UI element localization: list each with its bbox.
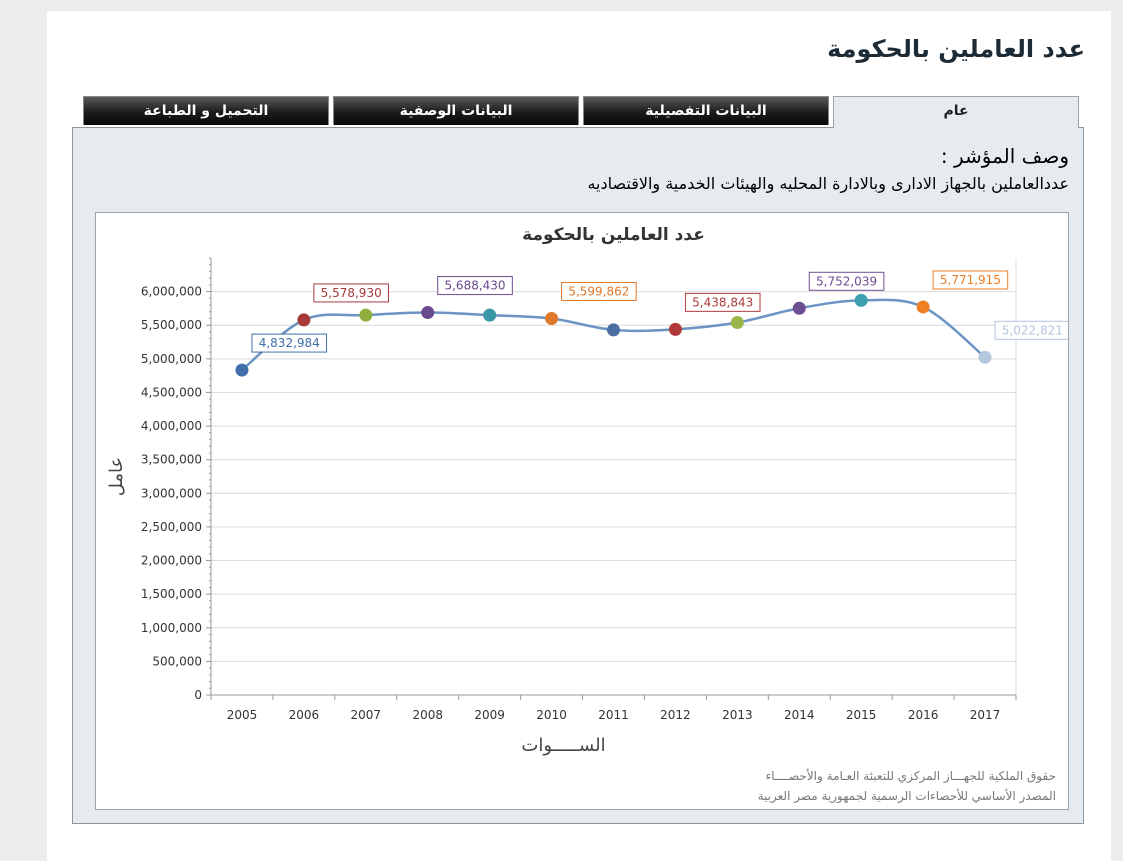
y-tick-label: 1,500,000 <box>141 587 202 601</box>
data-label: 5,688,430 <box>444 279 505 293</box>
x-tick-label: 2007 <box>351 708 382 722</box>
x-tick-label: 2015 <box>846 708 877 722</box>
x-axis-label: الســـــوات <box>521 735 605 756</box>
x-tick-label: 2010 <box>536 708 567 722</box>
x-tick-label: 2011 <box>598 708 629 722</box>
data-label-box <box>313 283 389 303</box>
data-point <box>854 293 868 307</box>
y-tick-label: 0 <box>194 688 202 702</box>
data-label-box <box>561 282 637 302</box>
data-point <box>545 312 559 326</box>
data-label: 5,022,821 <box>1002 323 1063 337</box>
chart-container: عدد العاملين بالحكومة 0 500,000 1,000,000 1,… <box>95 212 1069 810</box>
tab-panel: وصف المؤشر : عددالعاملين بالجهاز الادارى… <box>72 127 1084 824</box>
tab-general[interactable]: عام <box>833 96 1079 128</box>
x-tick-label: 2017 <box>970 708 1001 722</box>
page-content: عدد العاملين بالحكومة عام البيانات التفص… <box>47 11 1111 861</box>
data-label-box <box>684 292 761 312</box>
y-tick-label: 5,000,000 <box>141 352 202 366</box>
x-tick-label: 2006 <box>289 708 320 722</box>
tab-detailed-data[interactable]: البيانات التفصيلية <box>583 96 829 125</box>
y-tick-label: 2,000,000 <box>141 554 202 568</box>
data-point <box>421 306 435 320</box>
y-tick-label: 4,000,000 <box>141 419 202 433</box>
tab-bar: عام البيانات التفصيلية البيانات الوصفية … <box>78 96 1079 128</box>
x-tick-label: 2016 <box>908 708 939 722</box>
x-tick-label: 2014 <box>784 708 815 722</box>
x-tick-label: 2005 <box>227 708 258 722</box>
data-point <box>235 363 249 377</box>
line-chart: عدد العاملين بالحكومة 0 500,000 1,000,000 1,… <box>106 225 1068 756</box>
x-tick-label: 2009 <box>474 708 505 722</box>
y-tick-label: 3,500,000 <box>141 453 202 467</box>
y-tick-label: 4,500,000 <box>141 385 202 399</box>
data-point <box>359 308 373 322</box>
data-point <box>483 308 497 322</box>
data-label: 4,832,984 <box>259 336 320 350</box>
data-label: 5,771,915 <box>940 273 1001 287</box>
indicator-description: عددالعاملين بالجهاز الادارى وبالادارة ال… <box>587 174 1069 193</box>
data-label: 5,578,930 <box>321 286 382 300</box>
y-tick-label: 2,500,000 <box>141 520 202 534</box>
data-label-box <box>437 276 513 296</box>
y-tick-label: 5,500,000 <box>141 318 202 332</box>
tab-metadata[interactable]: البيانات الوصفية <box>333 96 579 125</box>
y-tick-label: 3,000,000 <box>141 486 202 500</box>
data-label: 5,599,862 <box>568 285 629 299</box>
y-tick-label: 6,000,000 <box>141 285 202 299</box>
indicator-label: وصف المؤشر : <box>940 144 1069 168</box>
y-tick-label: 500,000 <box>152 654 202 668</box>
copyright-note: حقوق الملكية للجهـــاز المركزي للتعبئة ا… <box>765 769 1056 783</box>
x-tick-label: 2013 <box>722 708 753 722</box>
data-point <box>297 313 311 327</box>
data-label-box <box>808 271 885 291</box>
chart-title: عدد العاملين بالحكومة <box>522 225 705 245</box>
data-label-box <box>994 320 1068 340</box>
source-note: المصدر الأساسي للأحصاءات الرسمية لجمهوري… <box>757 789 1056 803</box>
tab-download-print[interactable]: التحميل و الطباعة <box>83 96 329 125</box>
data-point <box>607 323 620 337</box>
y-tick-label: 1,000,000 <box>141 621 202 635</box>
y-axis-label: عامل <box>106 457 127 497</box>
data-point <box>978 350 992 364</box>
x-tick-label: 2008 <box>412 708 443 722</box>
data-label: 5,438,843 <box>692 295 753 309</box>
data-point <box>730 316 744 330</box>
page-title: عدد العاملين بالحكومة <box>827 35 1085 63</box>
data-point <box>916 300 930 314</box>
data-label-box <box>251 333 328 353</box>
data-label-box <box>932 270 1009 290</box>
data-point <box>668 322 682 336</box>
data-point <box>792 301 806 315</box>
x-tick-label: 2012 <box>660 708 691 722</box>
data-label: 5,752,039 <box>816 274 877 288</box>
